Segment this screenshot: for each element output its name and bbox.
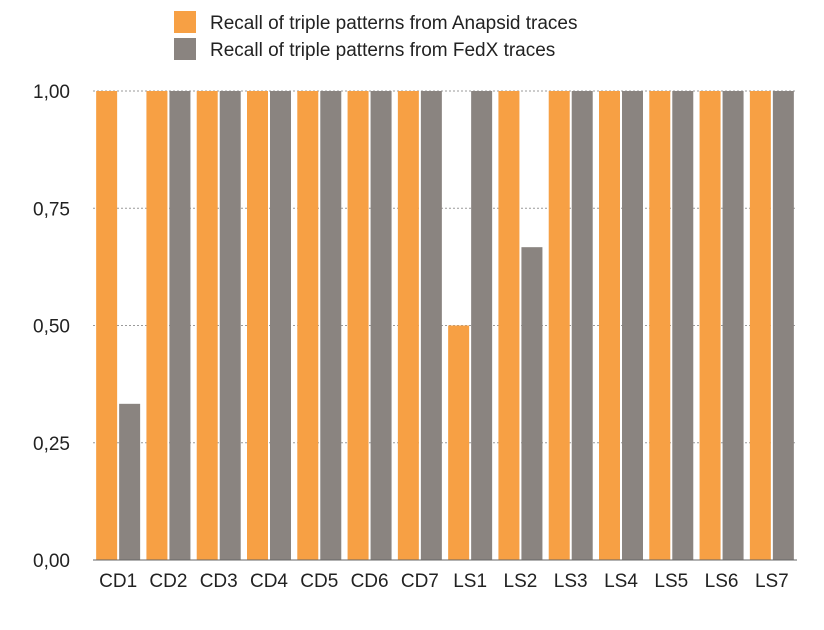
x-tick-label: CD4 [250,571,288,592]
bar-cd7-anapsid [397,91,419,560]
y-tick-label: 0,25 [33,434,70,455]
bar-cd5-fedx [320,91,342,560]
x-tick-label: LS1 [453,571,487,592]
bar-ls2-fedx [521,247,543,560]
bar-ls5-anapsid [649,91,671,560]
bar-cd1-anapsid [96,91,118,560]
y-tick-label: 0,00 [33,551,70,572]
x-tick-label: CD5 [300,571,338,592]
x-tick-label: LS6 [705,571,739,592]
bar-ls1-anapsid [448,325,470,560]
bar-ls1-fedx [471,91,493,560]
bar-cd6-anapsid [347,91,369,560]
x-tick-label: CD1 [99,571,137,592]
legend-swatch-anapsid [174,11,196,33]
bar-cd2-fedx [169,91,191,560]
bar-cd1-fedx [119,403,141,560]
legend-label-anapsid: Recall of triple patterns from Anapsid t… [210,13,578,34]
x-tick-label: LS5 [654,571,688,592]
bar-cd5-anapsid [297,91,319,560]
x-tick-label: CD7 [401,571,439,592]
bar-cd3-anapsid [196,91,218,560]
bar-cd4-fedx [270,91,291,560]
bar-cd4-anapsid [247,91,268,560]
bar-cd6-fedx [370,91,392,560]
x-tick-label: LS7 [755,571,789,592]
bars [96,91,794,560]
bar-ls6-fedx [722,91,744,560]
bar-ls2-anapsid [498,91,520,560]
bar-ls3-anapsid [548,91,570,560]
x-tick-label: LS2 [504,571,538,592]
y-tick-label: 1,00 [33,82,70,103]
x-tick-label: CD3 [200,571,238,592]
bar-cd2-anapsid [146,91,168,560]
x-tick-label: CD6 [351,571,389,592]
bar-ls7-anapsid [749,91,771,560]
bar-cd3-fedx [219,91,241,560]
legend: Recall of triple patterns from Anapsid t… [174,11,578,61]
legend-swatch-fedx [174,38,196,60]
x-tick-label: LS4 [604,571,638,592]
y-tick-label: 0,50 [33,317,70,338]
x-axis: CD1 CD2 CD3 CD4 CD5 CD6 CD7 LS1 LS2 LS3 LS4 LS5 LS6 L… [93,559,797,592]
bar-cd7-fedx [420,91,442,560]
bar-ls4-fedx [622,91,643,560]
bar-ls3-fedx [571,91,593,560]
x-tick-label: CD2 [149,571,187,592]
bar-ls4-anapsid [599,91,620,560]
legend-label-fedx: Recall of triple patterns from FedX trac… [210,40,555,61]
bar-ls5-fedx [672,91,694,560]
bar-ls7-fedx [772,91,794,560]
y-axis: 0,00 0,25 0,50 0,75 1,00 [33,82,70,572]
y-tick-label: 0,75 [33,199,70,220]
bar-ls6-anapsid [699,91,721,560]
x-tick-label: LS3 [554,571,588,592]
